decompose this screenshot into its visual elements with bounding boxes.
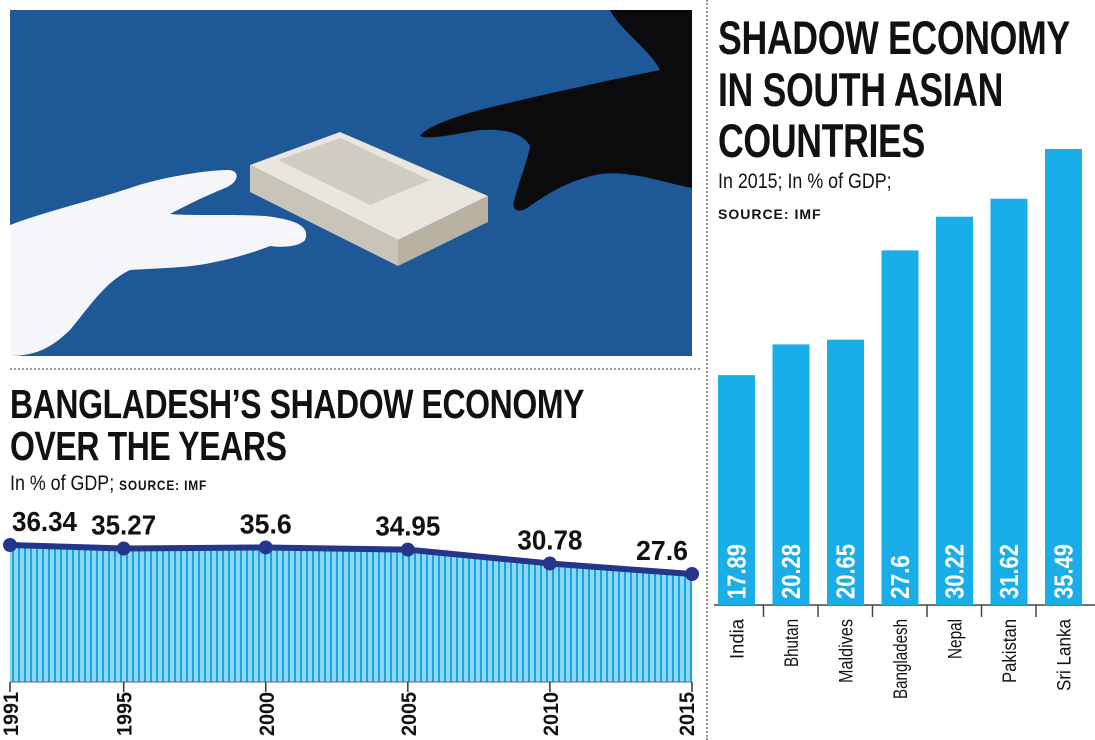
south-asia-source: SOURCE: IMF <box>718 206 822 222</box>
money-exchange-illustration <box>10 10 692 356</box>
category-label-india: India <box>728 619 749 659</box>
bangladesh-title-line1: BANGLADESH’S SHADOW ECONOMY <box>10 381 585 427</box>
series-line <box>9 542 693 577</box>
year-label-1995: 1995 <box>114 692 137 736</box>
year-label-1991: 1991 <box>0 692 23 736</box>
category-label-nepal: Nepal <box>946 619 967 659</box>
bar-sri-lanka <box>1045 149 1082 605</box>
bar-value-bhutan: 20.28 <box>776 544 806 599</box>
bar-nepal <box>936 216 973 605</box>
data-point-1995 <box>116 541 131 556</box>
category-label-maldives: Maldives <box>837 619 858 683</box>
data-point-2000 <box>258 540 273 555</box>
category-label-pakistan: Pakistan <box>1000 619 1021 683</box>
category-label-bhutan: Bhutan <box>782 619 803 667</box>
dark-hand-silhouette <box>420 10 692 211</box>
south-asia-title-line2: IN SOUTH ASIAN <box>718 63 1004 116</box>
value-label-2015: 27.6 <box>636 535 688 566</box>
category-label-bangladesh: Bangladesh <box>891 619 912 699</box>
vertical-divider <box>706 0 708 740</box>
south-asia-title-line1: SHADOW ECONOMY <box>718 11 1070 64</box>
data-point-2015 <box>685 567 699 581</box>
bar-india <box>718 375 755 605</box>
bar-value-india: 17.89 <box>722 544 752 599</box>
bar-value-sri-lanka: 35.49 <box>1049 544 1079 599</box>
data-point-2005 <box>400 542 415 557</box>
area-fill <box>10 545 692 682</box>
year-label-2015: 2015 <box>676 692 699 736</box>
value-label-1991: 36.34 <box>12 506 77 537</box>
bar-bhutan <box>772 344 810 605</box>
south-asia-bar-chart: 17.89 India 20.28 Bhutan 20.65 Maldives 27.6 Ba… <box>714 149 1095 699</box>
bar-maldives <box>827 339 864 605</box>
white-hand-silhouette <box>10 170 307 356</box>
south-asia-subtitle: In 2015; In % of GDP; <box>718 170 892 193</box>
value-label-1995: 35.27 <box>91 510 156 541</box>
bar-bangladesh <box>881 250 919 605</box>
year-label-2010: 2010 <box>540 692 563 736</box>
year-label-2005: 2005 <box>398 692 421 736</box>
bar-value-bangladesh: 27.6 <box>885 555 915 599</box>
data-point-1991 <box>3 538 17 552</box>
bar-value-pakistan: 31.62 <box>994 544 1024 599</box>
cash-stack <box>250 132 488 266</box>
bar-pakistan <box>990 198 1028 605</box>
bangladesh-area-chart: 36.34 1991 35.27 1995 35.6 2000 34.95 2005 30.78… <box>0 506 699 736</box>
south-asia-title-line3: COUNTRIES <box>718 114 925 167</box>
bar-value-maldives: 20.65 <box>831 544 861 599</box>
bangladesh-unit-note: In % of GDP; <box>10 472 115 495</box>
value-label-2010: 30.78 <box>517 524 582 555</box>
value-label-2000: 35.6 <box>240 508 292 539</box>
horizontal-divider <box>10 368 700 370</box>
bangladesh-source: SOURCE: IMF <box>119 477 208 493</box>
bar-value-nepal: 30.22 <box>940 544 970 599</box>
value-label-2005: 34.95 <box>375 511 440 542</box>
year-label-2000: 2000 <box>256 692 279 736</box>
data-point-2010 <box>542 556 557 571</box>
bangladesh-title-line2: OVER THE YEARS <box>10 423 287 469</box>
bangladesh-subtitle: In % of GDP; SOURCE: IMF <box>10 472 207 496</box>
category-label-sri-lanka: Sri Lanka <box>1055 619 1076 691</box>
